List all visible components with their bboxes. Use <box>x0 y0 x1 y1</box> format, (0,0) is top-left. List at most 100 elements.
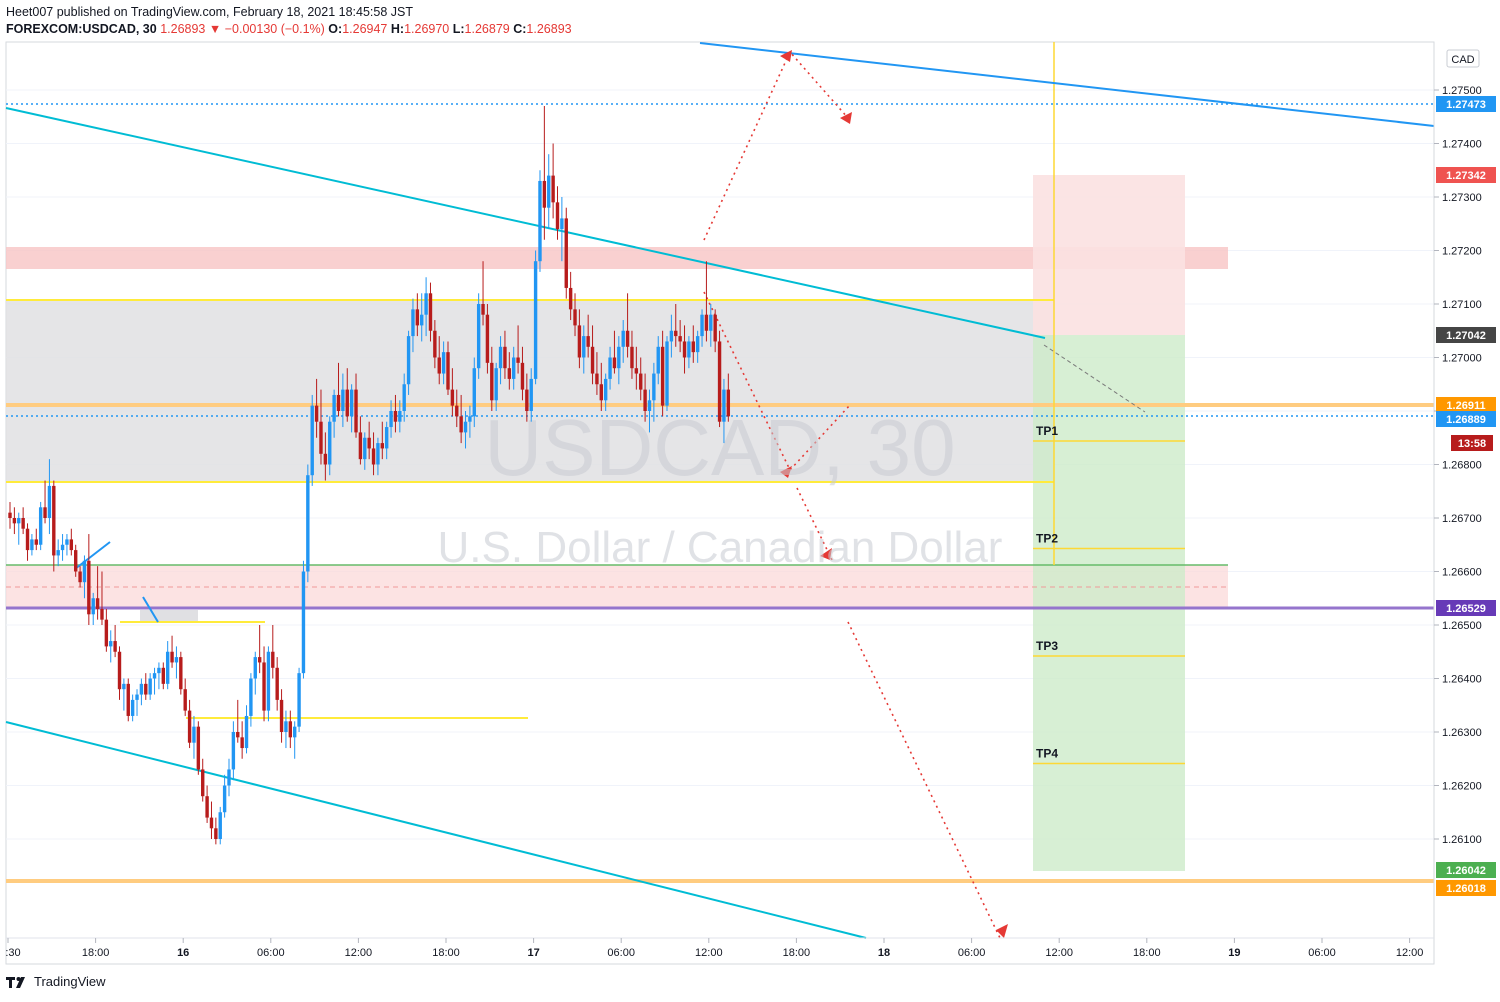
x-tick-label: 18 <box>878 947 890 959</box>
candle-body <box>494 368 498 401</box>
last-price: 1.26893 <box>160 22 206 36</box>
tradingview-logo-icon <box>6 976 25 988</box>
small-trend-2 <box>142 596 159 623</box>
candle-body <box>165 651 170 684</box>
projection-dashed <box>1043 344 1146 413</box>
candle-body <box>446 352 450 390</box>
price-axis[interactable]: 1.27500 1.27400 1.27300 1.27200 1.27100 1.270… <box>1434 85 1482 846</box>
candle-body <box>691 341 695 353</box>
time-axis[interactable]: :30 18:00 16 06:00 12:00 18:00 17 06:00 12:00 18:… <box>5 937 1434 959</box>
candle-body <box>669 330 674 342</box>
arrow-head <box>780 50 792 62</box>
footer: TradingView <box>6 974 106 989</box>
price-tag-label: 1.27342 <box>1446 170 1486 182</box>
candle-body <box>678 336 682 342</box>
price-tag-box <box>1436 600 1496 616</box>
candle-body <box>253 657 257 679</box>
candle-body <box>266 651 271 711</box>
price-tag-box <box>1436 167 1496 183</box>
candle-body <box>297 673 301 727</box>
currency-box <box>1446 49 1480 68</box>
candle-body <box>463 421 468 433</box>
candle-body <box>376 443 380 465</box>
candle-body <box>441 352 446 374</box>
candle-body <box>345 389 349 417</box>
y-tick-label: 1.26300 <box>1442 727 1482 739</box>
y-tick-label: 1.27400 <box>1442 139 1482 151</box>
symbol-name[interactable]: FOREXCOM:USDCAD, 30 <box>6 22 157 36</box>
candle-body <box>25 528 30 551</box>
tp-label: TP1 <box>1036 424 1058 438</box>
price-tag-label: 1.26042 <box>1446 865 1486 877</box>
candle-body <box>547 175 551 208</box>
candle-body <box>279 699 284 732</box>
price-tag-box <box>1436 327 1496 343</box>
candle-body <box>603 378 608 401</box>
candle-body <box>130 699 135 716</box>
price-change: −0.00130 (−0.1%) <box>224 22 325 36</box>
candle-body <box>236 732 240 738</box>
candle-body <box>214 828 218 839</box>
candle-body <box>582 336 586 358</box>
x-tick-label: 12:00 <box>1045 947 1073 959</box>
candle-body <box>433 330 437 358</box>
candle-body <box>30 539 34 551</box>
candle-body <box>621 330 625 347</box>
publish-info: Heet007 published on TradingView.com, Fe… <box>6 5 413 19</box>
candle-body <box>104 619 109 647</box>
candle-body <box>113 641 117 652</box>
candle-body <box>700 314 704 337</box>
candle-body <box>56 550 60 556</box>
candle-body <box>625 330 630 347</box>
candle-body <box>415 309 420 326</box>
candle-body <box>332 394 336 422</box>
y-tick-label: 1.27500 <box>1442 85 1482 97</box>
candle-body <box>590 346 595 374</box>
price-tag-box <box>1451 435 1493 451</box>
candle-body <box>393 411 398 422</box>
x-tick-label: 18:00 <box>783 947 811 959</box>
chart-header: Heet007 published on TradingView.com, Fe… <box>6 4 572 38</box>
low-label: L: <box>452 22 465 36</box>
candle-body <box>69 539 74 551</box>
candle-body <box>551 175 555 203</box>
candle-body <box>222 785 227 813</box>
candle-body <box>529 378 533 411</box>
candle-body <box>709 314 713 331</box>
candle-body <box>74 550 78 572</box>
open-label: O: <box>328 22 343 36</box>
currency-button[interactable]: CAD <box>1446 49 1480 68</box>
candle-body <box>109 641 113 647</box>
candle-body <box>507 368 512 379</box>
candle-body <box>122 683 126 690</box>
candle-body <box>639 373 643 390</box>
candle-body <box>87 560 91 615</box>
candle-body <box>310 405 314 476</box>
candle-body <box>12 518 17 524</box>
candle-body <box>227 769 231 786</box>
candles-layer <box>8 106 731 845</box>
y-tick-label: 1.26600 <box>1442 567 1482 579</box>
take-profit-zone <box>1033 335 1185 871</box>
price-tag-label: 1.26018 <box>1446 883 1486 895</box>
candle-body <box>82 560 87 583</box>
candle-body <box>135 694 139 700</box>
y-tick-label: 1.27100 <box>1442 299 1482 311</box>
candle-body <box>306 475 310 572</box>
candle-body <box>144 683 148 695</box>
tp-label: TP2 <box>1036 532 1058 546</box>
arrow-head <box>996 924 1008 938</box>
projection-path-down <box>847 621 1001 939</box>
price-tag-box <box>1436 411 1496 427</box>
low-value: 1.26879 <box>464 22 510 36</box>
x-tick-label: 18:00 <box>82 947 110 959</box>
candle-body <box>205 796 209 818</box>
brand-name[interactable]: TradingView <box>34 974 106 989</box>
price-tag-label: 1.27042 <box>1446 330 1486 342</box>
candle-body <box>271 651 275 668</box>
candle-body <box>665 341 669 406</box>
arrow-head <box>840 112 852 124</box>
y-tick-label: 1.26800 <box>1442 460 1482 472</box>
candle-body <box>542 180 547 208</box>
